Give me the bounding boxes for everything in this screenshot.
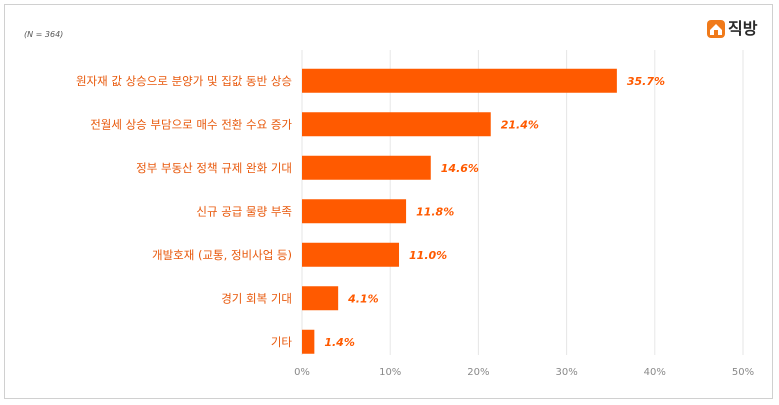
data-label: 1.4% <box>324 336 355 349</box>
brand-name: 직방 <box>728 19 758 38</box>
bar <box>302 199 407 224</box>
data-label: 4.1% <box>347 292 379 305</box>
category-label: 경기 회복 기대 <box>221 291 292 305</box>
x-tick-label: 10% <box>379 367 401 378</box>
x-tick-label: 40% <box>644 367 666 378</box>
data-label: 35.7% <box>627 75 665 88</box>
house-icon <box>707 20 725 38</box>
x-tick-label: 20% <box>467 367 489 378</box>
data-label: 14.6% <box>441 162 479 175</box>
x-tick-label: 50% <box>732 367 754 378</box>
brand-logo: 직방 <box>706 18 768 42</box>
bar <box>302 155 431 180</box>
category-label: 정부 부동산 정책 규제 완화 기대 <box>136 161 292 175</box>
sample-size-note: (N = 364) <box>24 30 64 39</box>
category-label: 신규 공급 물량 부족 <box>196 204 292 218</box>
bar <box>302 329 315 354</box>
x-tick-label: 30% <box>555 367 577 378</box>
bar <box>302 68 617 93</box>
bar <box>302 286 339 311</box>
x-tick-label: 0% <box>294 367 310 378</box>
bar <box>302 112 491 137</box>
category-label: 전월세 상승 부담으로 매수 전환 수요 증가 <box>90 117 292 131</box>
bar <box>302 242 400 267</box>
category-label: 원자재 값 상승으로 분양가 및 집값 동반 상승 <box>76 74 292 88</box>
category-label: 기타 <box>271 335 293 349</box>
data-label: 11.8% <box>416 205 454 218</box>
category-label: 개발호재 (교통, 정비사업 등) <box>152 248 292 262</box>
data-label: 21.4% <box>501 118 539 131</box>
data-label: 11.0% <box>409 249 447 262</box>
